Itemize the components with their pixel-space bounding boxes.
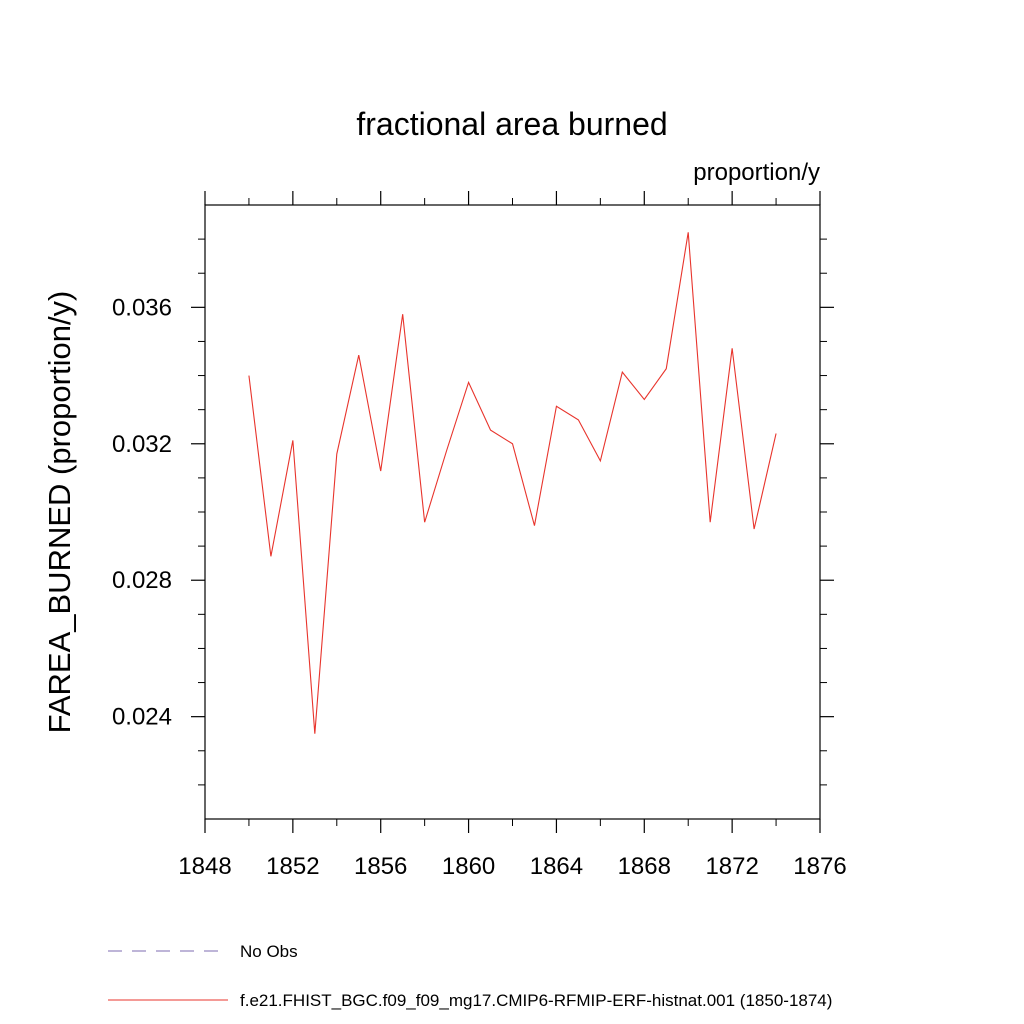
y-axis-label: FAREA_BURNED (proportion/y)	[42, 291, 77, 734]
series-layer	[248, 232, 777, 734]
x-tick-label: 1864	[530, 853, 583, 880]
x-tick-label: 1856	[354, 853, 407, 880]
x-tick-label: 1876	[793, 853, 846, 880]
x-tick-label: 1852	[266, 853, 319, 880]
axis-ticks	[191, 191, 834, 833]
y-tick-label: 0.036	[112, 294, 172, 321]
x-tick-label: 1868	[618, 853, 671, 880]
series-line	[248, 232, 777, 734]
legend-label: f.e21.FHIST_BGC.f09_f09_mg17.CMIP6-RFMIP…	[240, 991, 832, 1010]
plot-frame	[204, 204, 821, 820]
y-tick-label: 0.024	[112, 704, 172, 731]
y-tick-label: 0.032	[112, 431, 172, 458]
units-label: proportion/y	[693, 159, 820, 186]
legend-label: No Obs	[240, 942, 298, 961]
legend: No Obs f.e21.FHIST_BGC.f09_f09_mg17.CMIP6…	[108, 942, 832, 1010]
x-tick-label: 1848	[178, 853, 231, 880]
tick-labels: 1848 1852 1856 1860 1864 1868 1872 1876 0.024 0.0…	[112, 294, 847, 880]
x-tick-label: 1872	[705, 853, 758, 880]
x-tick-label: 1860	[442, 853, 495, 880]
y-tick-label: 0.028	[112, 567, 172, 594]
chart-title: fractional area burned	[356, 106, 667, 142]
